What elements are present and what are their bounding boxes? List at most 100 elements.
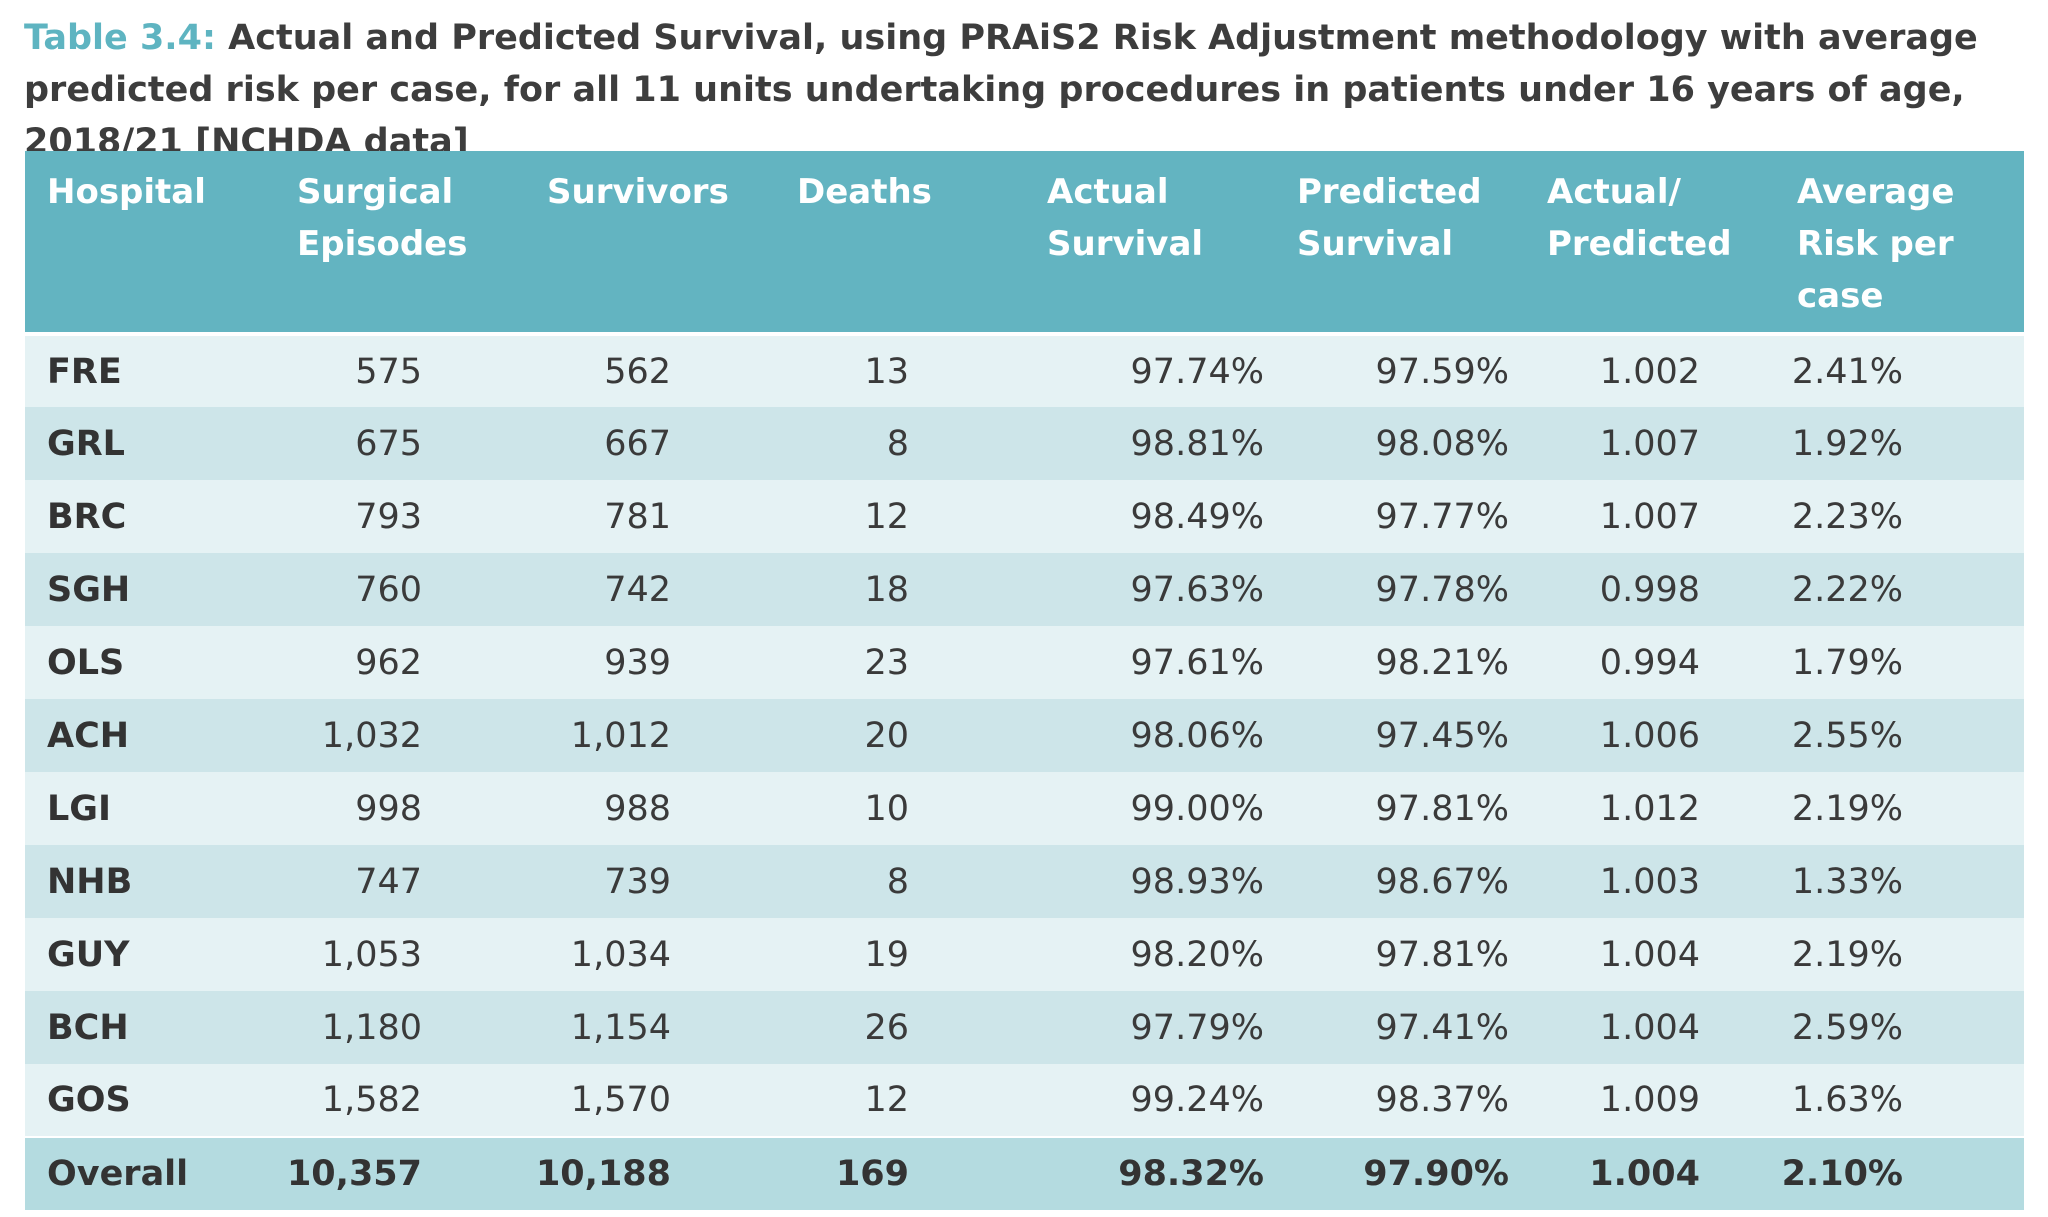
cell-deaths: 23 — [775, 626, 1025, 699]
cell-actual-survival: 97.63% — [1025, 553, 1275, 626]
cell-predicted-survival: 97.78% — [1275, 553, 1525, 626]
cell-surgical-episodes: 1,032 — [275, 699, 525, 772]
cell-actual-survival: 99.24% — [1025, 1064, 1275, 1137]
cell-survivors: 1,012 — [525, 699, 775, 772]
cell-average-risk: 2.19% — [1775, 918, 2024, 991]
cell-actual-predicted: 0.998 — [1525, 553, 1775, 626]
cell-survivors: 667 — [525, 407, 775, 480]
cell-actual-predicted: 0.994 — [1525, 626, 1775, 699]
cell-surgical-episodes: 575 — [275, 334, 525, 407]
cell-actual-survival: 98.49% — [1025, 480, 1275, 553]
table-row: SGH 760 742 18 97.63% 97.78% 0.998 2.22% — [25, 553, 2024, 626]
cell-survivors: 781 — [525, 480, 775, 553]
survival-table: Hospital Surgical Episodes Survivors Dea… — [25, 151, 2024, 1210]
table-caption: Table 3.4: Actual and Predicted Survival… — [24, 12, 2024, 168]
cell-surgical-episodes: 793 — [275, 480, 525, 553]
cell-hospital: ACH — [25, 699, 275, 772]
table-row: ACH 1,032 1,012 20 98.06% 97.45% 1.006 2.55% — [25, 699, 2024, 772]
table-header: Hospital Surgical Episodes Survivors Dea… — [25, 151, 2024, 336]
cell-average-risk: 2.19% — [1775, 772, 2024, 845]
cell-hospital: OLS — [25, 626, 275, 699]
cell-deaths: 10 — [775, 772, 1025, 845]
cell-survivors: 1,034 — [525, 918, 775, 991]
cell-actual-survival: 98.93% — [1025, 845, 1275, 918]
cell-actual-survival: 98.06% — [1025, 699, 1275, 772]
cell-hospital: GRL — [25, 407, 275, 480]
caption-text: Actual and Predicted Survival, using PRA… — [24, 18, 1978, 162]
total-actual-predicted: 1.004 — [1525, 1136, 1775, 1210]
table-row: GUY 1,053 1,034 19 98.20% 97.81% 1.004 2.19% — [25, 918, 2024, 991]
table-footer: Overall 10,357 10,188 169 98.32% 97.90% … — [25, 1136, 2024, 1210]
cell-survivors: 939 — [525, 626, 775, 699]
cell-predicted-survival: 97.41% — [1275, 991, 1525, 1064]
cell-actual-predicted: 1.003 — [1525, 845, 1775, 918]
cell-surgical-episodes: 1,180 — [275, 991, 525, 1064]
cell-deaths: 20 — [775, 699, 1025, 772]
cell-average-risk: 1.92% — [1775, 407, 2024, 480]
table-row: FRE 575 562 13 97.74% 97.59% 1.002 2.41% — [25, 334, 2024, 407]
total-predicted-survival: 97.90% — [1275, 1136, 1525, 1210]
cell-average-risk: 1.33% — [1775, 845, 2024, 918]
cell-actual-predicted: 1.012 — [1525, 772, 1775, 845]
table-row: BCH 1,180 1,154 26 97.79% 97.41% 1.004 2.59% — [25, 991, 2024, 1064]
cell-actual-survival: 98.20% — [1025, 918, 1275, 991]
cell-survivors: 739 — [525, 845, 775, 918]
caption-label: Table 3.4: — [24, 18, 216, 58]
cell-deaths: 26 — [775, 991, 1025, 1064]
cell-hospital: LGI — [25, 772, 275, 845]
cell-predicted-survival: 97.77% — [1275, 480, 1525, 553]
cell-hospital: BCH — [25, 991, 275, 1064]
cell-actual-survival: 97.79% — [1025, 991, 1275, 1064]
cell-hospital: BRC — [25, 480, 275, 553]
table-row: GRL 675 667 8 98.81% 98.08% 1.007 1.92% — [25, 407, 2024, 480]
cell-actual-predicted: 1.007 — [1525, 480, 1775, 553]
cell-deaths: 12 — [775, 1064, 1025, 1137]
header-deaths: Deaths — [775, 151, 1025, 336]
cell-surgical-episodes: 962 — [275, 626, 525, 699]
header-average-risk: Average Risk per case — [1775, 151, 2024, 336]
total-deaths: 169 — [775, 1136, 1025, 1210]
cell-survivors: 1,570 — [525, 1064, 775, 1137]
cell-deaths: 19 — [775, 918, 1025, 991]
cell-actual-predicted: 1.006 — [1525, 699, 1775, 772]
cell-actual-predicted: 1.004 — [1525, 991, 1775, 1064]
cell-predicted-survival: 98.67% — [1275, 845, 1525, 918]
cell-predicted-survival: 98.37% — [1275, 1064, 1525, 1137]
cell-hospital: GUY — [25, 918, 275, 991]
cell-survivors: 1,154 — [525, 991, 775, 1064]
cell-average-risk: 2.41% — [1775, 334, 2024, 407]
cell-actual-survival: 98.81% — [1025, 407, 1275, 480]
header-predicted-survival: Predicted Survival — [1275, 151, 1525, 336]
total-actual-survival: 98.32% — [1025, 1136, 1275, 1210]
cell-survivors: 742 — [525, 553, 775, 626]
cell-predicted-survival: 98.08% — [1275, 407, 1525, 480]
cell-average-risk: 2.59% — [1775, 991, 2024, 1064]
table-body: FRE 575 562 13 97.74% 97.59% 1.002 2.41% GRL 675 6… — [25, 334, 2024, 1137]
cell-hospital: GOS — [25, 1064, 275, 1137]
cell-actual-predicted: 1.004 — [1525, 918, 1775, 991]
cell-average-risk: 1.79% — [1775, 626, 2024, 699]
cell-deaths: 13 — [775, 334, 1025, 407]
total-surgical-episodes: 10,357 — [275, 1136, 525, 1210]
header-row: Hospital Surgical Episodes Survivors Dea… — [25, 151, 2024, 336]
cell-hospital: SGH — [25, 553, 275, 626]
table-row: LGI 998 988 10 99.00% 97.81% 1.012 2.19% — [25, 772, 2024, 845]
cell-surgical-episodes: 747 — [275, 845, 525, 918]
cell-surgical-episodes: 998 — [275, 772, 525, 845]
cell-actual-predicted: 1.009 — [1525, 1064, 1775, 1137]
header-surgical-episodes: Surgical Episodes — [275, 151, 525, 336]
table-row: GOS 1,582 1,570 12 99.24% 98.37% 1.009 1.63% — [25, 1064, 2024, 1137]
cell-average-risk: 1.63% — [1775, 1064, 2024, 1137]
cell-actual-survival: 97.74% — [1025, 334, 1275, 407]
cell-average-risk: 2.55% — [1775, 699, 2024, 772]
cell-surgical-episodes: 760 — [275, 553, 525, 626]
table-row: NHB 747 739 8 98.93% 98.67% 1.003 1.33% — [25, 845, 2024, 918]
cell-hospital: FRE — [25, 334, 275, 407]
header-hospital: Hospital — [25, 151, 275, 336]
cell-predicted-survival: 97.45% — [1275, 699, 1525, 772]
total-average-risk: 2.10% — [1775, 1136, 2024, 1210]
cell-actual-survival: 97.61% — [1025, 626, 1275, 699]
cell-predicted-survival: 97.59% — [1275, 334, 1525, 407]
cell-deaths: 8 — [775, 845, 1025, 918]
